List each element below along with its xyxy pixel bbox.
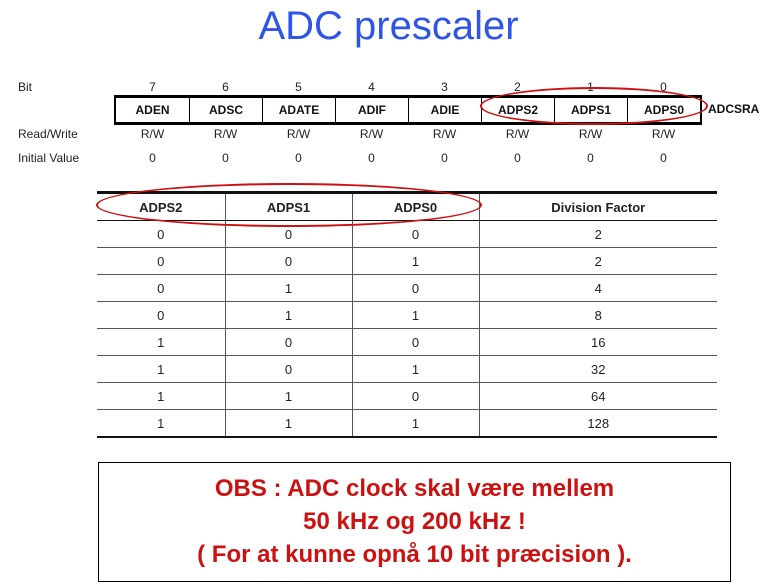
- rw-value: R/W: [140, 127, 165, 141]
- bit-number: 3: [441, 80, 448, 94]
- bit-number: 2: [514, 80, 521, 94]
- note-line: 50 kHz og 200 kHz !: [303, 508, 526, 535]
- table-row: 0 1 1 8: [97, 301, 717, 329]
- bit-number: 1: [587, 80, 594, 94]
- initial-value: 0: [441, 151, 448, 165]
- register-name: ADCSRA: [708, 102, 760, 116]
- table-cell: 1: [224, 301, 353, 329]
- initial-value: 0: [295, 151, 302, 165]
- table-cell: 0: [351, 328, 480, 356]
- table-cell: 128: [478, 409, 717, 438]
- table-cell: 0: [97, 247, 226, 275]
- rw-value: R/W: [286, 127, 311, 141]
- table-cell: 0: [224, 328, 353, 356]
- table-cell: 1: [351, 409, 480, 438]
- column-header: ADPS0: [351, 192, 480, 221]
- table-cell: 1: [224, 274, 353, 302]
- initial-value: 0: [660, 151, 667, 165]
- table-cell: 1: [351, 301, 480, 329]
- rw-value: R/W: [213, 127, 238, 141]
- read-write-row: R/W R/W R/W R/W R/W R/W R/W R/W: [116, 127, 700, 141]
- bit-number: 0: [660, 80, 667, 94]
- page-title: ADC prescaler: [258, 4, 519, 48]
- column-header: ADPS2: [97, 192, 226, 221]
- read-write-label: Read/Write: [18, 127, 78, 141]
- register-field: ADSC: [189, 98, 262, 122]
- rw-value: R/W: [651, 127, 676, 141]
- rw-value: R/W: [359, 127, 384, 141]
- rw-value: R/W: [578, 127, 603, 141]
- prescaler-table: ADPS2 ADPS1 ADPS0 Division Factor 0 0 0 …: [97, 191, 717, 438]
- table-cell: 1: [224, 382, 353, 410]
- column-header: ADPS1: [224, 192, 353, 221]
- register-field: ADATE: [262, 98, 335, 122]
- bit-number: 5: [295, 80, 302, 94]
- register-field: ADPS1: [554, 98, 627, 122]
- initial-value: 0: [149, 151, 156, 165]
- table-cell: 0: [97, 220, 226, 248]
- register-field: ADIE: [408, 98, 481, 122]
- register-field: ADPS2: [481, 98, 554, 122]
- bit-numbers-row: 7 6 5 4 3 2 1 0: [116, 80, 700, 94]
- initial-value: 0: [222, 151, 229, 165]
- bit-number: 7: [149, 80, 156, 94]
- table-cell: 0: [224, 220, 353, 248]
- table-cell: 4: [478, 274, 717, 302]
- register-field: ADEN: [135, 103, 170, 117]
- table-row: 0 0 1 2: [97, 247, 717, 275]
- table-cell: 1: [351, 355, 480, 383]
- bit-number: 6: [222, 80, 229, 94]
- initial-value: 0: [587, 151, 594, 165]
- table-cell: 2: [478, 247, 717, 275]
- initial-value: 0: [368, 151, 375, 165]
- bit-number: 4: [368, 80, 375, 94]
- table-row: 0 0 0 2: [97, 220, 717, 248]
- note-line: ( For at kunne opnå 10 bit præcision ).: [197, 541, 632, 568]
- table-cell: 8: [478, 301, 717, 329]
- table-header-row: ADPS2 ADPS1 ADPS0 Division Factor: [97, 192, 717, 221]
- table-cell: 1: [97, 328, 226, 356]
- bit-row-label: Bit: [18, 80, 33, 94]
- table-cell: 0: [97, 301, 226, 329]
- column-header: Division Factor: [478, 192, 717, 221]
- table-row: 1 0 1 32: [97, 355, 717, 383]
- table-row: 1 1 1 128: [97, 409, 717, 438]
- note-box: OBS : ADC clock skal være mellem 50 kHz …: [98, 462, 731, 582]
- table-cell: 1: [97, 382, 226, 410]
- table-cell: 0: [351, 220, 480, 248]
- table-cell: 1: [97, 409, 226, 438]
- table-cell: 16: [478, 328, 717, 356]
- table-cell: 64: [478, 382, 717, 410]
- table-row: 1 0 0 16: [97, 328, 717, 356]
- rw-value: R/W: [432, 127, 457, 141]
- table-cell: 0: [351, 382, 480, 410]
- initial-value-row: 0 0 0 0 0 0 0 0: [116, 151, 700, 165]
- table-cell: 2: [478, 220, 717, 248]
- table-cell: 0: [351, 274, 480, 302]
- register-field: ADIF: [335, 98, 408, 122]
- register-field: ADPS0: [627, 98, 700, 122]
- initial-value: 0: [514, 151, 521, 165]
- table-cell: 0: [224, 247, 353, 275]
- table-cell: 32: [478, 355, 717, 383]
- adcsra-register: ADEN ADSC ADATE ADIF ADIE ADPS2 ADPS1 AD…: [114, 95, 702, 125]
- table-cell: 0: [97, 274, 226, 302]
- note-line: OBS : ADC clock skal være mellem: [214, 475, 615, 502]
- table-cell: 1: [351, 247, 480, 275]
- table-row: 0 1 0 4: [97, 274, 717, 302]
- table-cell: 1: [224, 409, 353, 438]
- table-row: 1 1 0 64: [97, 382, 717, 410]
- rw-value: R/W: [505, 127, 530, 141]
- table-cell: 0: [224, 355, 353, 383]
- initial-value-label: Initial Value: [18, 151, 80, 165]
- table-cell: 1: [97, 355, 226, 383]
